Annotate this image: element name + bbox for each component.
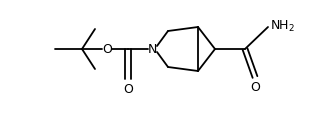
Text: O: O: [250, 81, 260, 94]
Text: N: N: [147, 43, 157, 56]
Text: O: O: [123, 83, 133, 96]
Text: NH$_2$: NH$_2$: [270, 18, 295, 33]
Text: O: O: [102, 43, 112, 56]
